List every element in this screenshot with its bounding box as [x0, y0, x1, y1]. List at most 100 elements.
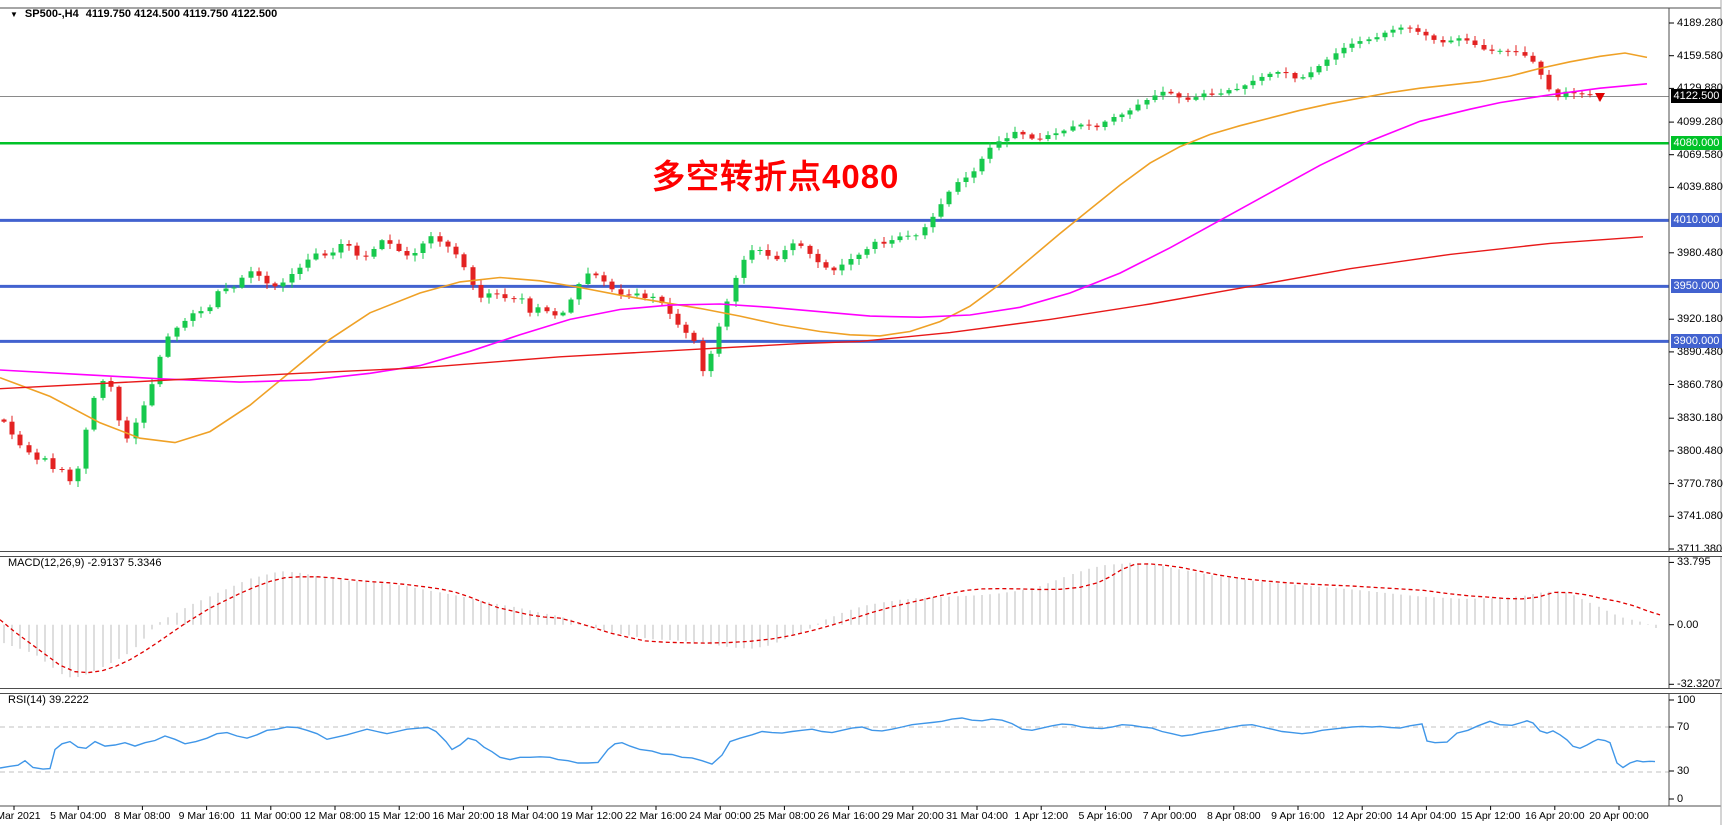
candle-body [1530, 55, 1536, 62]
mid-ma-magenta [0, 83, 1648, 383]
candle-body [149, 384, 155, 406]
candle-body [133, 422, 139, 439]
candle-body [1497, 50, 1503, 52]
candle-body [642, 293, 648, 298]
candle-body [798, 243, 804, 246]
chart-text-annotation[interactable]: 多空转折点4080 [652, 158, 900, 195]
candle-body [124, 420, 130, 439]
candle-body [971, 171, 977, 178]
candle-body [560, 312, 566, 316]
candle-body [815, 253, 821, 263]
candle-body [1349, 43, 1355, 48]
candle-body [1, 419, 7, 422]
candle-body [100, 381, 106, 398]
candle-body [338, 244, 344, 253]
candle-body [1431, 35, 1437, 40]
rsi-panel-splitter[interactable] [0, 688, 1722, 694]
time-axis-label: 8 Apr 08:00 [1206, 810, 1261, 822]
price-axis-label: 3800.480 [1677, 444, 1723, 457]
candle-body [91, 397, 97, 430]
macd-axis-label: 0.00 [1677, 618, 1699, 631]
candle-body [535, 307, 541, 313]
candle-body [576, 284, 582, 300]
candle-body [1242, 85, 1248, 89]
candle-body [774, 255, 780, 260]
candle-body [1300, 77, 1306, 79]
candle-body [979, 158, 985, 172]
time-axis-label: 20 Apr 00:00 [1589, 810, 1649, 822]
candle-body [1176, 93, 1182, 98]
chart-menu-collapse-icon[interactable]: ▼ [10, 9, 18, 19]
candle-body [634, 293, 640, 296]
fast-ma-orange [0, 52, 1648, 444]
candle-body [1218, 93, 1224, 95]
macd-panel-splitter[interactable] [0, 551, 1722, 557]
candle-body [141, 405, 147, 423]
candle-body [1563, 91, 1569, 98]
price-axis-label: 3920.180 [1677, 313, 1723, 326]
candle-body [1324, 59, 1330, 66]
candle-body [371, 249, 377, 257]
time-axis-label: 1 Apr 12:00 [1014, 810, 1069, 822]
candle-body [864, 249, 870, 255]
candle-body [478, 285, 484, 298]
price-axis-label: 3830.180 [1677, 412, 1723, 425]
candle-body [1407, 27, 1413, 29]
candle-body [182, 320, 188, 328]
time-axis-label: 7 Apr 00:00 [1142, 810, 1197, 822]
candle-body [807, 245, 813, 254]
candle-body [609, 281, 615, 290]
time-axis-label: 15 Apr 12:00 [1460, 810, 1521, 822]
candle-body [1489, 49, 1495, 51]
candle-body [494, 293, 500, 295]
candle-body [50, 458, 56, 469]
time-axis-label: 5 Apr 16:00 [1078, 810, 1133, 822]
candle-body [618, 289, 624, 295]
candle-body [239, 277, 245, 288]
candle-body [963, 177, 969, 182]
candle-body [626, 294, 632, 296]
candle-body [848, 259, 854, 265]
candle-body [757, 250, 763, 251]
symbol-ohlc-values: 4119.750 4124.500 4119.750 4122.500 [85, 8, 278, 20]
candle-body [42, 458, 48, 460]
candle-body [379, 240, 385, 250]
current-price-tag: 4122.500 [1671, 89, 1722, 104]
candle-body [174, 327, 180, 337]
candle-body [1102, 121, 1108, 127]
candle-body [1037, 138, 1043, 140]
candle-body [741, 259, 747, 278]
candle-body [938, 204, 944, 217]
candle-body [502, 294, 508, 299]
candle-body [905, 235, 911, 237]
time-axis-label: 8 Mar 08:00 [114, 810, 171, 822]
candle-body [749, 250, 755, 260]
time-axis-label: 14 Apr 04:00 [1396, 810, 1457, 822]
candle-body [1292, 73, 1298, 79]
candle-body [1382, 32, 1388, 38]
candle-body [930, 216, 936, 228]
candle-body [872, 241, 878, 249]
candle-body [1275, 72, 1281, 74]
rsi-indicator-label: RSI(14) 39.2222 [8, 694, 89, 706]
candle-body [765, 250, 771, 256]
candle-body [59, 469, 65, 470]
candle-body [683, 324, 689, 333]
candle-body [511, 298, 517, 300]
symbol-title: SP500-,H4 [24, 8, 79, 20]
candle-body [1448, 40, 1454, 43]
price-axis-label: 3860.780 [1677, 378, 1723, 391]
candle-body [157, 356, 163, 385]
candle-body [659, 296, 665, 303]
macd-axis-label: 33.795 [1677, 556, 1711, 569]
candle-body [1135, 104, 1141, 111]
candle-body [1226, 90, 1232, 94]
candle-body [1012, 131, 1018, 139]
time-axis-label: 12 Apr 20:00 [1332, 810, 1392, 822]
candle-body [1045, 135, 1051, 139]
time-axis-label: 9 Mar 16:00 [178, 810, 235, 822]
candle-body [1374, 37, 1380, 40]
candle-body [1579, 93, 1585, 95]
